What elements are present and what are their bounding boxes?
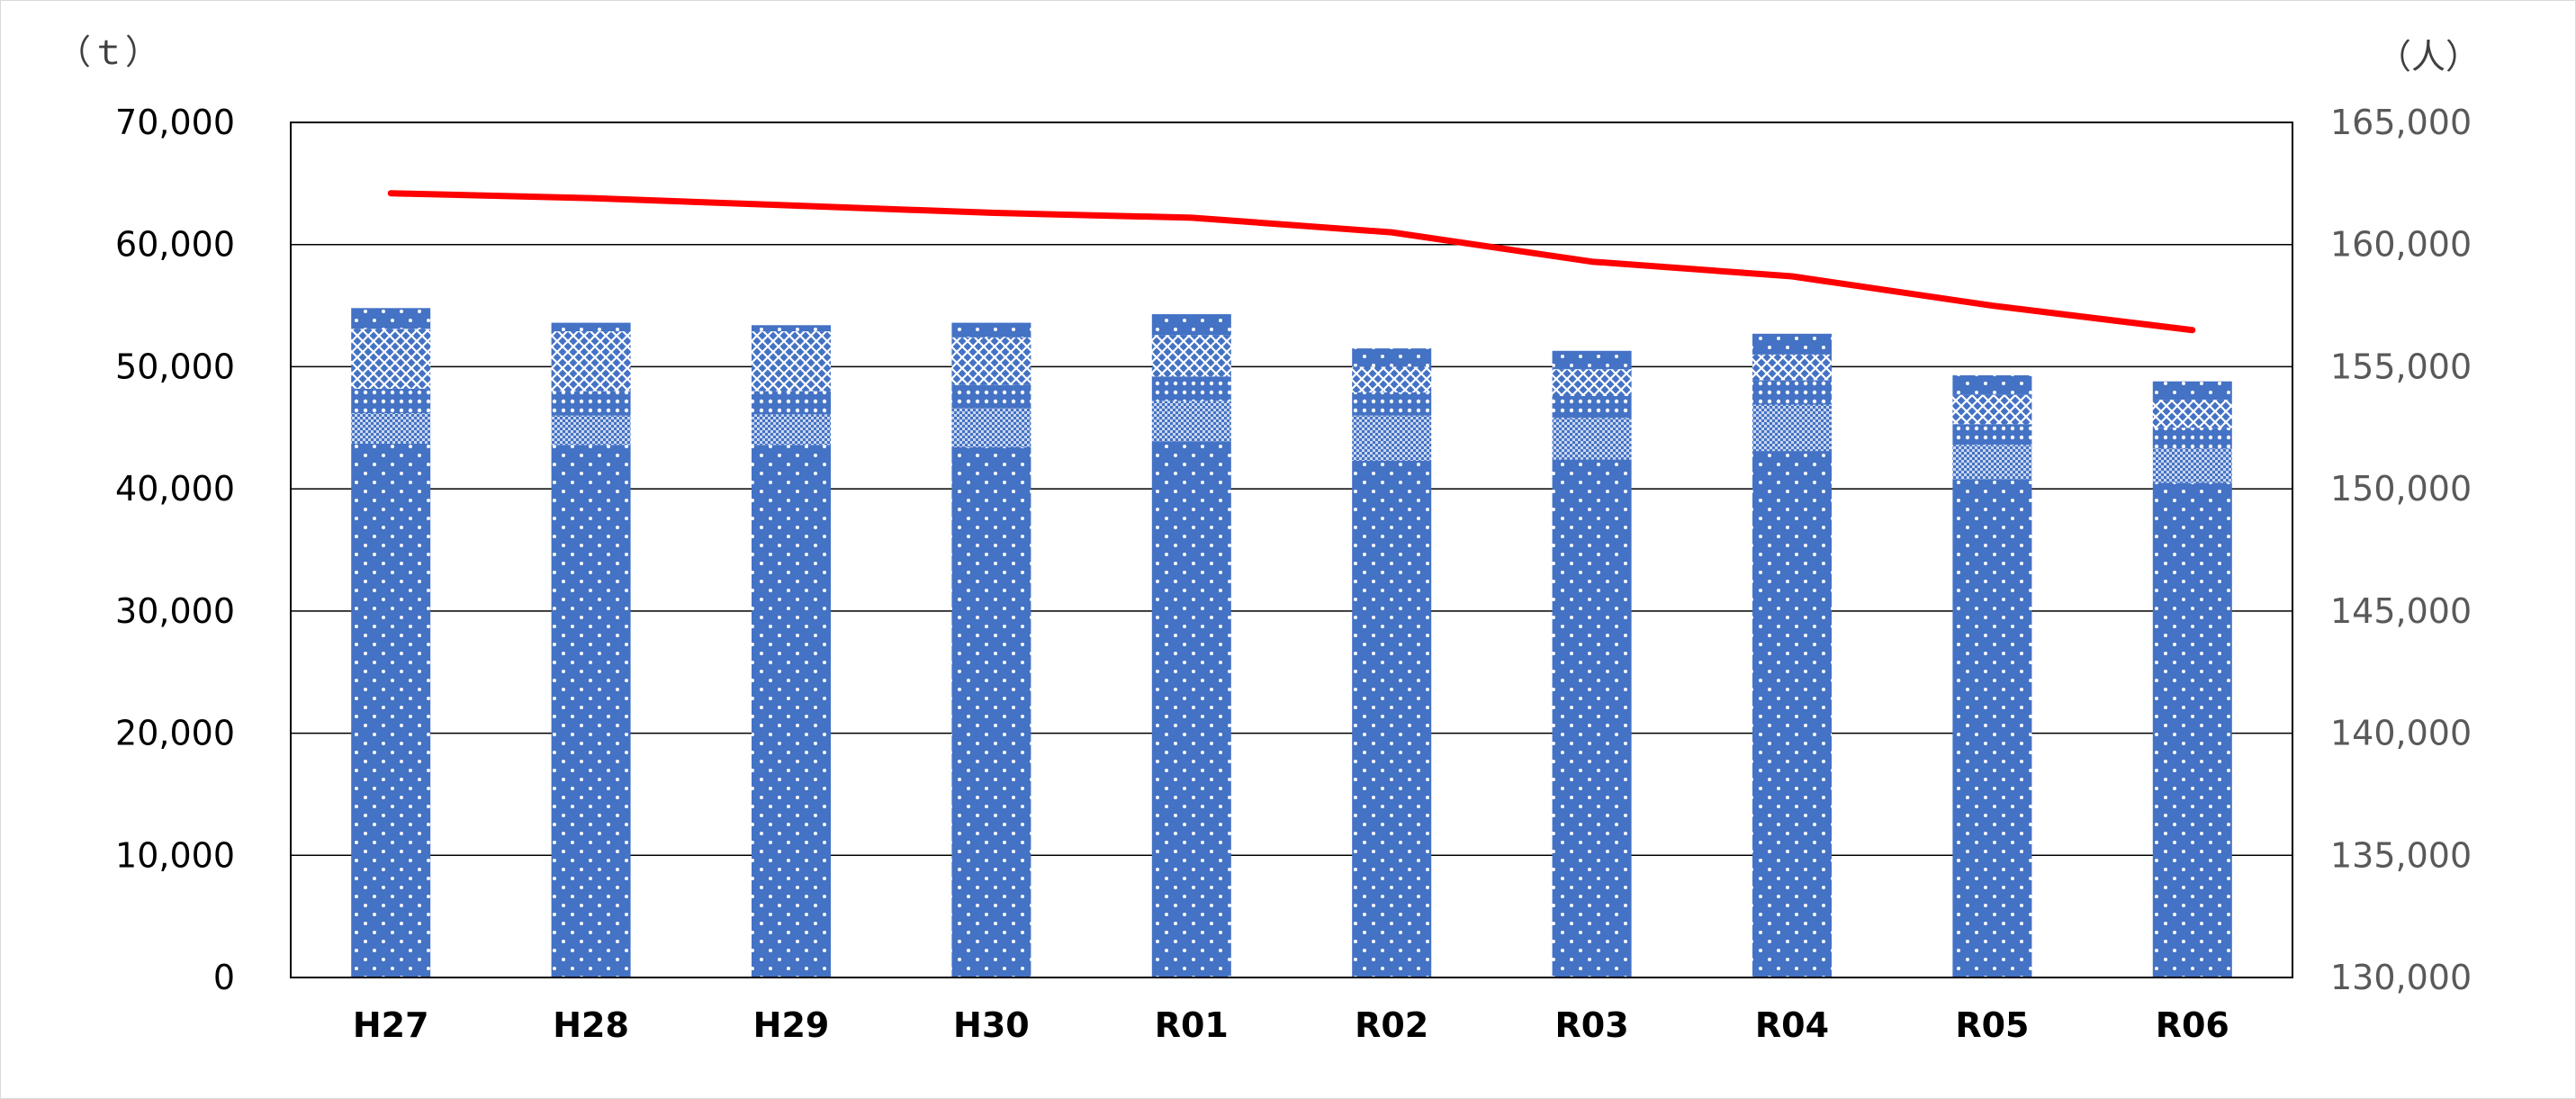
bar-segment-h28-3: [551, 391, 631, 416]
bar-segment-r04-1: [1752, 451, 1832, 978]
right-tick-label: 140,000: [2330, 714, 2472, 753]
bar-segment-r02-3: [1352, 392, 1432, 416]
right-tick-label: 150,000: [2330, 469, 2472, 509]
x-axis-ticks: H27 H28 H29 H30 R01 R02 R03 R04 R05 R06: [353, 1005, 2229, 1045]
bar-segment-h29-5: [752, 325, 831, 332]
bar-segment-h29-2: [752, 414, 831, 446]
bars: [351, 308, 2232, 978]
bar-segment-r06-3: [2152, 428, 2232, 449]
population-line: [387, 190, 2196, 334]
bar-segment-r04-2: [1752, 404, 1832, 452]
bar-segment-h27-5: [351, 308, 431, 329]
bar-segment-r04-4: [1752, 354, 1832, 381]
plot-area-border: [290, 122, 2293, 978]
left-tick-label: 60,000: [115, 225, 235, 265]
bar-segment-h30-1: [951, 447, 1031, 977]
left-tick-label: 20,000: [115, 714, 235, 753]
left-tick-label: 10,000: [115, 835, 235, 875]
bar-segment-r05-4: [1952, 394, 2032, 425]
bar-segment-r03-3: [1552, 396, 1632, 419]
bar-segment-r01-1: [1151, 441, 1231, 977]
bar-segment-h29-4: [752, 331, 831, 392]
bar-segment-r03-1: [1552, 459, 1632, 978]
bar-segment-r05-5: [1952, 374, 2032, 395]
right-axis-unit-label: （人）: [2377, 37, 2480, 77]
bar-segment-h30-5: [951, 322, 1031, 338]
bar-segment-h29-3: [752, 391, 831, 415]
bar-segment-h27-2: [351, 413, 431, 444]
bar-segment-r03-2: [1552, 418, 1632, 460]
bar-segment-r04-3: [1752, 380, 1832, 405]
left-axis-unit-label: （ｔ）: [57, 32, 159, 72]
bar-segment-h28-2: [551, 415, 631, 446]
right-tick-label: 135,000: [2330, 835, 2472, 875]
bar-segment-h27-3: [351, 388, 431, 413]
right-axis-ticks: 130,000 135,000 140,000 145,000 150,000 155,0…: [2330, 103, 2472, 997]
x-tick-label: H30: [953, 1005, 1030, 1045]
right-tick-label: 130,000: [2330, 958, 2472, 997]
bar-segment-r05-3: [1952, 424, 2032, 446]
x-tick-label: H29: [753, 1005, 830, 1045]
left-tick-label: 0: [213, 958, 235, 997]
left-axis-ticks: 0 10,000 20,000 30,000 40,000 50,000 60,000 70,…: [115, 103, 235, 997]
right-tick-label: 155,000: [2330, 347, 2472, 386]
bar-segment-r02-1: [1352, 460, 1432, 977]
bar-segment-r06-2: [2152, 448, 2232, 483]
left-tick-label: 40,000: [115, 469, 235, 509]
bar-segment-r05-2: [1952, 445, 2032, 480]
bar-segment-r03-5: [1552, 350, 1632, 370]
bar-segment-h27-1: [351, 443, 431, 977]
x-tick-label: R04: [1755, 1005, 1829, 1045]
x-tick-label: R02: [1355, 1005, 1428, 1045]
line-layer: [387, 190, 2196, 334]
bar-segment-h30-3: [951, 384, 1031, 409]
bar-segment-r03-4: [1552, 369, 1632, 396]
bar-segment-r01-2: [1151, 401, 1231, 442]
left-tick-label: 70,000: [115, 103, 235, 142]
bar-segment-r05-1: [1952, 479, 2032, 977]
x-tick-label: H27: [353, 1005, 429, 1045]
x-tick-label: R01: [1155, 1005, 1229, 1045]
bar-segment-r01-4: [1151, 335, 1231, 377]
x-tick-label: R05: [1955, 1005, 2029, 1045]
right-tick-label: 145,000: [2330, 591, 2472, 631]
x-tick-label: R06: [2156, 1005, 2229, 1045]
bar-segment-h27-4: [351, 329, 431, 389]
bar-segment-h30-4: [951, 337, 1031, 385]
bar-segment-r04-5: [1752, 333, 1832, 355]
bar-segment-h28-5: [551, 322, 631, 332]
bar-segment-r06-5: [2152, 381, 2232, 401]
x-tick-label: H28: [553, 1005, 629, 1045]
right-tick-label: 165,000: [2330, 103, 2472, 142]
bar-segment-h30-2: [951, 408, 1031, 447]
bar-segment-r06-1: [2152, 482, 2232, 977]
x-tick-label: R03: [1555, 1005, 1629, 1045]
bar-segment-r02-4: [1352, 366, 1432, 392]
bar-segment-r06-4: [2152, 400, 2232, 428]
right-tick-label: 160,000: [2330, 225, 2472, 265]
bar-segment-h29-1: [752, 445, 831, 977]
bar-segment-r02-5: [1352, 348, 1432, 367]
bar-segment-r02-2: [1352, 415, 1432, 461]
bar-segment-h28-1: [551, 445, 631, 977]
left-tick-label: 50,000: [115, 347, 235, 386]
left-tick-label: 30,000: [115, 591, 235, 631]
bar-segment-r01-5: [1151, 314, 1231, 336]
bar-segment-h28-4: [551, 331, 631, 392]
bar-segment-r01-3: [1151, 376, 1231, 401]
